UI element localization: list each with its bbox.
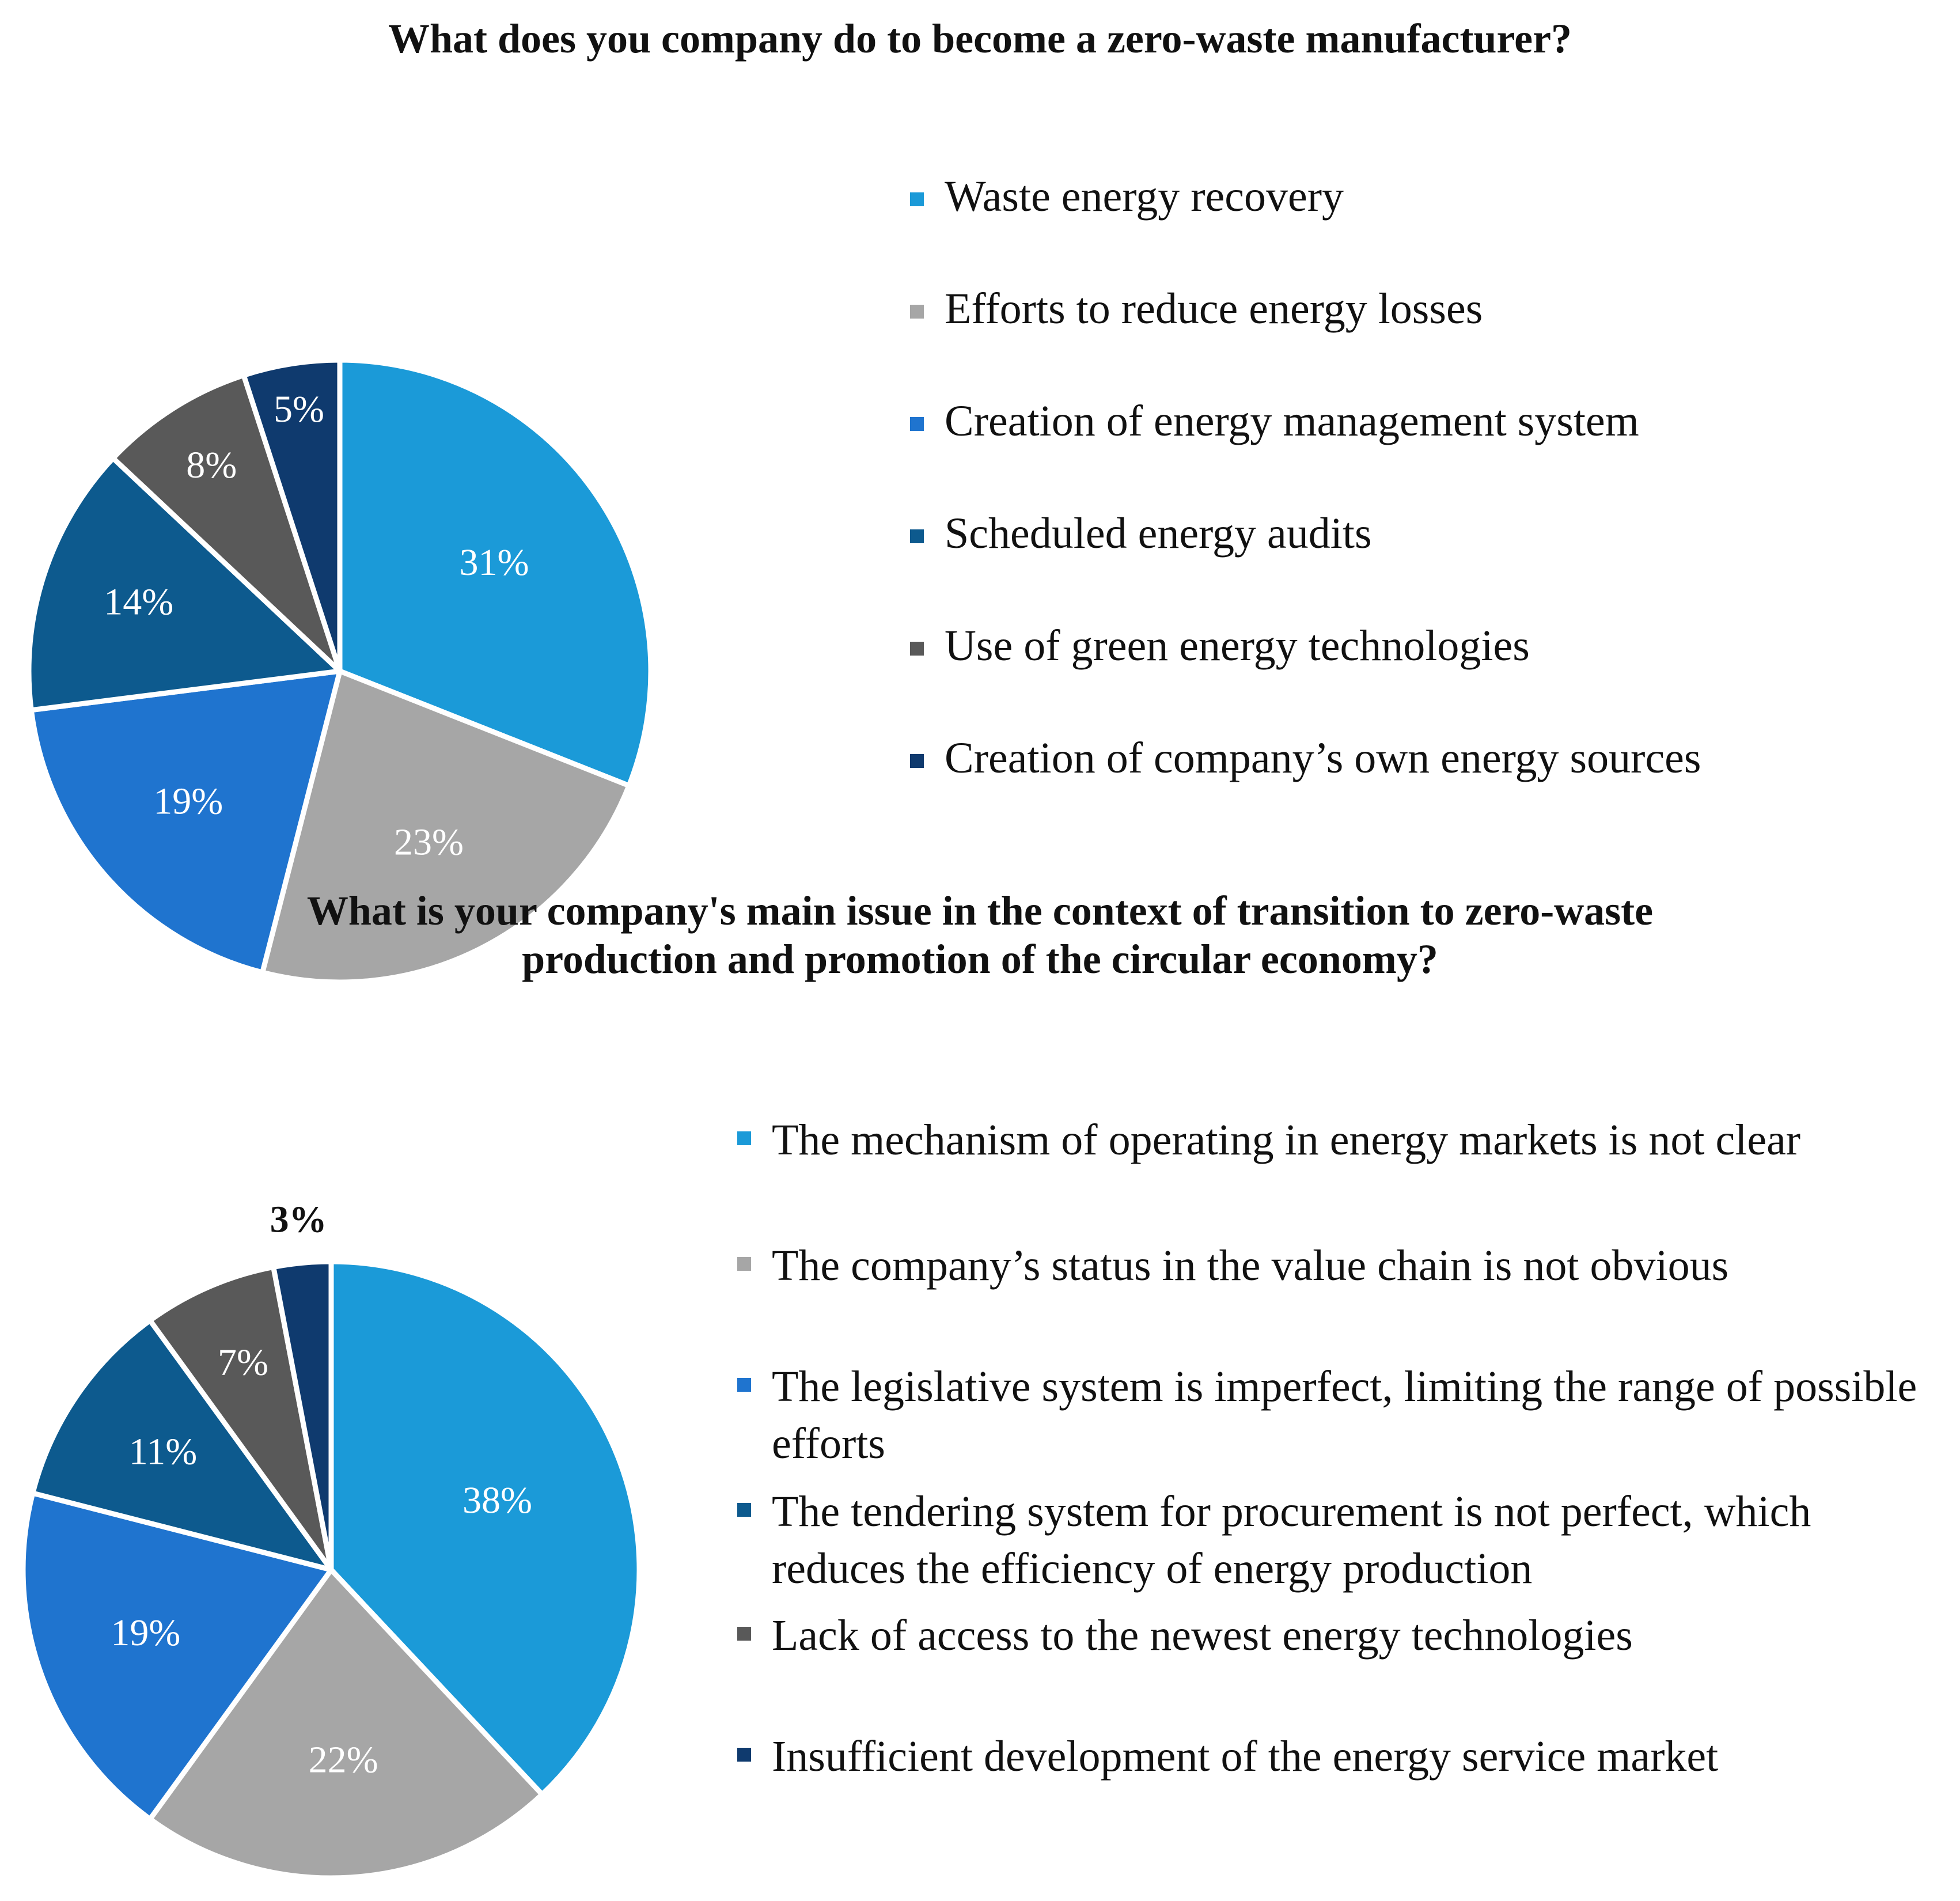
legend-item: The mechanism of operating in energy mar…	[737, 1112, 1800, 1169]
slice-data-label: 11%	[129, 1431, 198, 1473]
legend-item: The tendering system for procurement is …	[737, 1483, 1953, 1597]
slice-data-label: 7%	[218, 1342, 268, 1384]
slice-data-label: 5%	[274, 388, 324, 430]
legend-swatch	[737, 1748, 751, 1762]
legend-label: The legislative system is imperfect, lim…	[772, 1362, 1917, 1468]
legend-item: Insufficient development of the energy s…	[737, 1728, 1718, 1785]
chart-2-title-line: What is your company's main issue in the…	[306, 888, 1654, 934]
slice-data-label: 3%	[270, 1198, 327, 1240]
legend-swatch	[910, 754, 924, 768]
legend-swatch	[910, 642, 924, 656]
slice-data-label: 19%	[153, 780, 223, 822]
pie-slice	[28, 668, 343, 975]
chart-1-pie: 31% 23% 19% 14% 8% 5%	[26, 357, 654, 985]
legend-label: Scheduled energy audits	[945, 509, 1372, 558]
slice-data-label: 23%	[394, 821, 464, 863]
slice-data-label: 31%	[459, 541, 529, 584]
legend-label: Use of green energy technologies	[945, 622, 1530, 670]
legend-label: Efforts to reduce energy losses	[945, 285, 1483, 333]
pie-slice	[110, 372, 343, 674]
pie-slice	[271, 1259, 334, 1573]
legend-label: Insufficient development of the energy s…	[772, 1732, 1719, 1781]
pie-slice	[241, 357, 343, 674]
legend-item: Use of green energy technologies	[910, 622, 1530, 671]
pie-slice	[26, 455, 343, 713]
legend-label: The tendering system for procurement is …	[772, 1487, 1811, 1593]
figure: What does you company do to become a zer…	[0, 16, 1960, 1878]
legend-item: The company’s status in the value chain …	[737, 1237, 1728, 1294]
legend-swatch	[737, 1503, 751, 1517]
legend-swatch	[737, 1627, 751, 1641]
chart-1-title: What does you company do to become a zer…	[388, 16, 1572, 62]
legend-item: Creation of company’s own energy sources	[910, 734, 1701, 783]
slice-data-label: 8%	[186, 444, 237, 486]
legend-item: Lack of access to the newest energy tech…	[737, 1607, 1633, 1664]
legend-label: The mechanism of operating in energy mar…	[772, 1116, 1801, 1164]
legend-item: Creation of energy management system	[910, 397, 1639, 446]
legend-item: Waste energy recovery	[910, 172, 1344, 221]
slice-data-label: 38%	[462, 1479, 532, 1521]
legend-swatch	[910, 192, 924, 207]
legend-label: Creation of company’s own energy sources	[945, 734, 1701, 782]
legend-swatch	[737, 1131, 751, 1146]
legend-swatch	[910, 417, 924, 431]
legend-label: The company’s status in the value chain …	[772, 1241, 1729, 1290]
legend-label: Creation of energy management system	[945, 397, 1639, 445]
legend-item: Efforts to reduce energy losses	[910, 285, 1483, 334]
legend-swatch	[910, 529, 924, 544]
slice-data-label: 22%	[309, 1739, 378, 1781]
legend-swatch	[910, 305, 924, 319]
pie-slice	[30, 1317, 334, 1573]
chart-2-title: What is your company's main issue in the…	[0, 887, 1960, 983]
legend-swatch	[737, 1257, 751, 1271]
slice-data-label: 14%	[104, 581, 173, 623]
pie-slice	[260, 668, 632, 985]
legend-label: Lack of access to the newest energy tech…	[772, 1611, 1633, 1660]
pie-slice	[337, 357, 654, 789]
slice-data-label: 19%	[111, 1612, 180, 1654]
pie-slice	[328, 1259, 642, 1797]
chart-2-title-line: production and promotion of the circular…	[522, 936, 1438, 982]
legend-label: Waste energy recovery	[945, 172, 1344, 221]
pie-slice	[20, 1490, 334, 1822]
chart-2-pie: 38% 22% 19% 11% 7% 3%	[20, 1198, 642, 1881]
legend-item: The legislative system is imperfect, lim…	[737, 1358, 1953, 1472]
legend-item: Scheduled energy audits	[910, 509, 1372, 558]
legend-swatch	[737, 1378, 751, 1392]
